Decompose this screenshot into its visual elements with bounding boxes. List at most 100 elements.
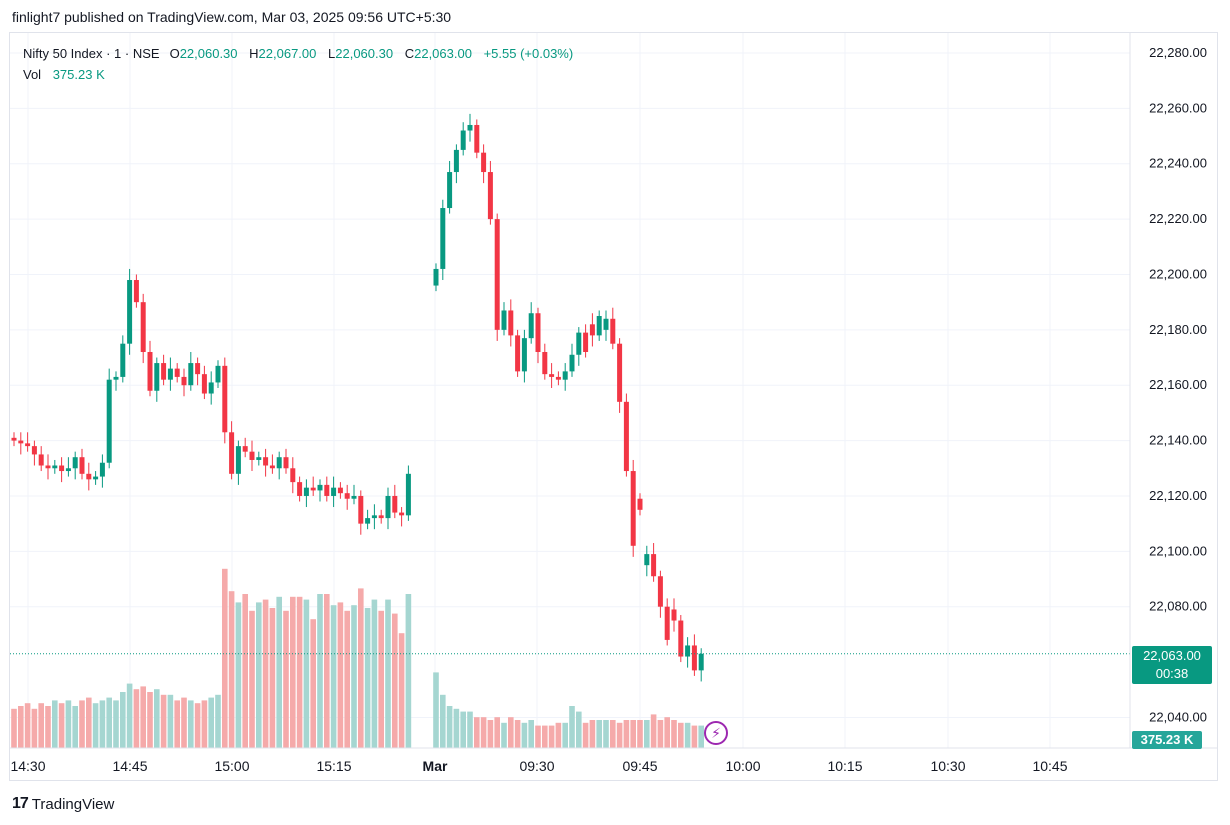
candle-body	[79, 457, 85, 474]
volume-bar	[290, 596, 296, 748]
candle-body	[52, 465, 58, 469]
price-tick-label: 22,240.00	[1149, 156, 1207, 171]
candle-body	[99, 462, 105, 477]
open-label: O	[169, 46, 180, 61]
candle-body	[256, 457, 262, 460]
candle-body	[508, 310, 514, 336]
price-tick-label: 22,160.00	[1149, 377, 1207, 392]
candle-body	[11, 437, 17, 441]
candle-body	[215, 365, 221, 383]
volume-bar	[92, 703, 99, 748]
candle-body	[72, 457, 78, 469]
candle-body	[93, 476, 99, 480]
volume-bar	[548, 725, 555, 748]
candle-body	[698, 653, 704, 671]
candle-body	[447, 172, 453, 209]
candle-body	[535, 313, 541, 352]
vol-label[interactable]: Vol	[23, 67, 42, 82]
time-tick-label: 14:30	[10, 758, 45, 774]
volume-bar	[474, 717, 480, 748]
volume-bar	[630, 720, 636, 748]
candle-body	[671, 609, 677, 621]
volume-bar	[644, 720, 650, 748]
volume-row: Vol 375.23 K	[23, 64, 573, 85]
chart-frame[interactable]	[9, 32, 1218, 781]
candle-body	[127, 280, 133, 344]
symbol-label[interactable]: Nifty 50 Index · 1 · NSE	[23, 46, 160, 61]
price-tick-label: 22,180.00	[1149, 322, 1207, 337]
time-tick-label: 09:45	[622, 758, 657, 774]
candle-body	[59, 465, 65, 472]
candle-body	[576, 332, 582, 355]
high-label: H	[249, 46, 259, 61]
volume-bars	[11, 568, 704, 748]
volume-bar	[276, 596, 282, 748]
volume-bar	[317, 594, 323, 748]
candles	[11, 113, 704, 682]
volume-bar	[392, 613, 398, 748]
volume-bar	[222, 568, 228, 748]
volume-bar	[446, 706, 453, 748]
volume-bar	[283, 610, 289, 748]
volume-bar	[24, 703, 31, 748]
volume-bar	[154, 689, 160, 748]
candle-body	[583, 332, 589, 352]
volume-bar	[385, 599, 391, 748]
candle-body	[181, 376, 187, 386]
volume-bar	[208, 697, 214, 748]
volume-bar	[664, 717, 670, 748]
vol-value: 375.23 K	[52, 67, 105, 82]
candle-body	[337, 487, 343, 494]
volume-bar	[582, 722, 589, 748]
candle-body	[133, 280, 139, 303]
volume-bar	[487, 720, 494, 748]
candle-body	[154, 363, 160, 391]
volume-bar	[262, 599, 269, 748]
tradingview-logo: 17 TradingView	[12, 795, 114, 813]
volume-bar	[256, 602, 262, 748]
candle-body	[174, 368, 180, 377]
publisher-caption: finlight7 published on TradingView.com, …	[12, 9, 452, 25]
candle-body	[405, 473, 411, 516]
volume-bar	[86, 697, 92, 748]
volume-bar	[398, 633, 405, 748]
price-tick-label: 22,200.00	[1149, 266, 1207, 281]
candle-body	[474, 124, 480, 153]
volume-bar	[508, 717, 514, 748]
candle-body	[344, 493, 350, 499]
volume-bar	[147, 692, 153, 748]
candle-body	[188, 363, 194, 386]
high-value: 22,067.00	[258, 46, 317, 61]
candle-body	[521, 338, 527, 372]
volume-tag: 375.23 K	[1132, 731, 1202, 749]
candle-body	[644, 554, 650, 566]
volume-bar	[269, 608, 276, 748]
volume-bar	[494, 717, 500, 748]
candle-body	[460, 130, 466, 150]
candle-body	[657, 576, 663, 607]
change-value: +5.55 (+0.03%)	[483, 46, 574, 61]
volume-bar	[11, 708, 17, 748]
volume-bar	[296, 596, 303, 748]
candle-body	[501, 310, 507, 330]
lightning-icon[interactable]: ⚡	[704, 721, 728, 745]
candle-body	[222, 365, 228, 433]
volume-bar	[194, 703, 201, 748]
candle-body	[617, 343, 623, 402]
price-tick-label: 22,100.00	[1149, 543, 1207, 558]
time-tick-label: 10:45	[1032, 758, 1067, 774]
volume-bar	[99, 700, 106, 748]
volume-bar	[201, 700, 208, 748]
volume-bar	[242, 594, 248, 748]
candle-body	[45, 465, 51, 469]
volume-bar	[616, 722, 623, 748]
candle-body	[249, 451, 255, 460]
candle-body	[515, 335, 521, 372]
price-tick-label: 22,140.00	[1149, 433, 1207, 448]
time-tick-label: 14:45	[112, 758, 147, 774]
ohlc-row: Nifty 50 Index · 1 · NSE O22,060.30 H22,0…	[23, 43, 573, 64]
candle-body	[691, 645, 697, 671]
time-tick-label: 09:30	[519, 758, 554, 774]
volume-bar	[249, 610, 255, 748]
